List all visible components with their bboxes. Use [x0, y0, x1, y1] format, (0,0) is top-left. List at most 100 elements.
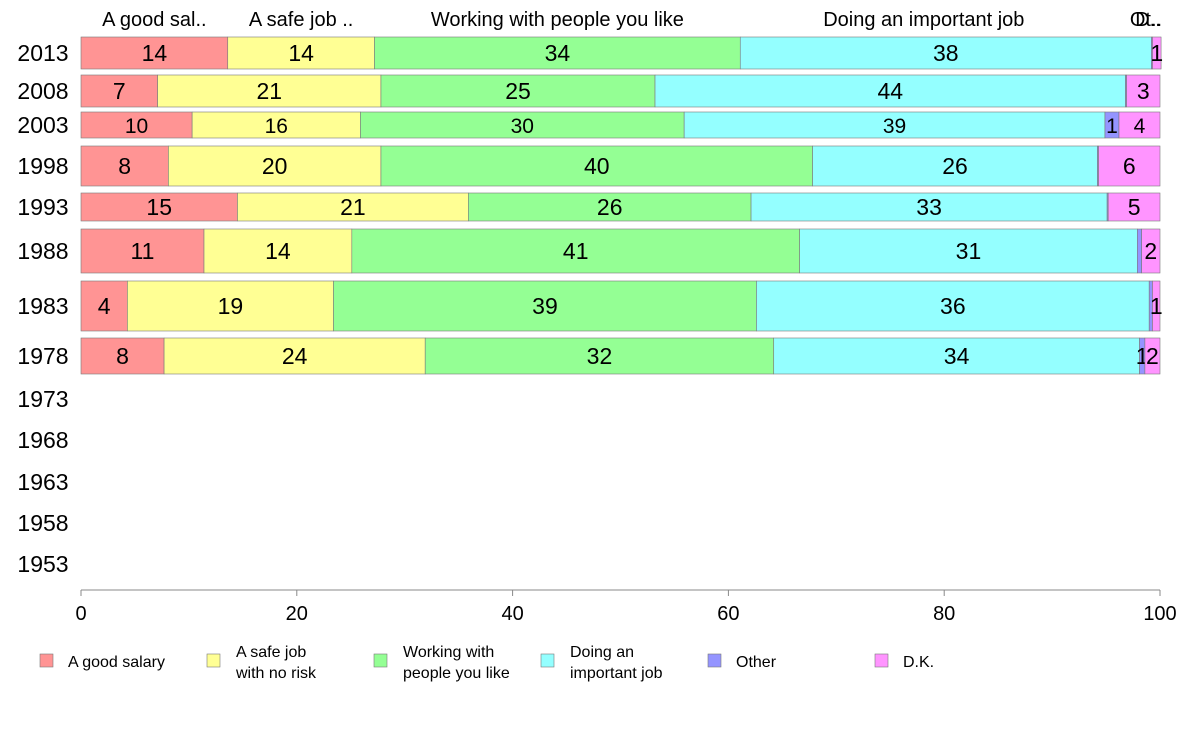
legend-label: Doing an: [570, 644, 634, 661]
bar-value-label: 10: [125, 115, 148, 138]
bar-segment: [380, 74, 656, 108]
bar-segment: [80, 192, 238, 222]
bar-segment: [80, 228, 205, 274]
bar-value-label: 39: [883, 115, 906, 138]
legend-swatch: [540, 653, 555, 668]
bar-segment: [750, 192, 1108, 222]
bar-value-label: 36: [940, 293, 966, 319]
bar-value-label: 1: [1150, 293, 1163, 319]
category-label: 2013: [17, 40, 68, 66]
bar-segment: [80, 36, 229, 70]
bar-value-label: 25: [505, 78, 531, 104]
bar-segment: [799, 228, 1138, 274]
bar-value-label: 1: [1106, 115, 1118, 138]
bar-value-label: 4: [1134, 115, 1146, 138]
bar-segment: [163, 337, 426, 375]
top-segment-label: A safe job ..: [249, 9, 354, 31]
bar-segment: [1107, 192, 1161, 222]
bar-value-label: 39: [532, 293, 558, 319]
bar-segment: [812, 145, 1098, 187]
legend-label: A good salary: [68, 654, 165, 671]
x-tick-label: 20: [286, 603, 308, 625]
bar-value-label: 8: [116, 343, 129, 369]
category-label: 1988: [17, 238, 68, 264]
legend-label: A safe job: [236, 644, 306, 661]
bar-segment: [1144, 337, 1161, 375]
category-label: 2003: [17, 112, 68, 138]
category-label: 1968: [17, 427, 68, 453]
category-label: 2008: [17, 78, 68, 104]
bar-segment: [654, 74, 1126, 108]
bar-segment: [756, 280, 1150, 332]
category-label: 1958: [17, 510, 68, 536]
bar-segment: [1141, 228, 1161, 274]
bar-segment: [1152, 280, 1161, 332]
legend-swatch: [206, 653, 221, 668]
bar-value-label: 26: [942, 153, 968, 179]
bar-segment: [227, 36, 375, 70]
bar-value-label: 2: [1146, 343, 1159, 369]
category-label: 1973: [17, 386, 68, 412]
legend-swatch: [707, 653, 722, 668]
bar-value-label: 16: [265, 115, 288, 138]
bar-value-label: 6: [1123, 153, 1136, 179]
category-label: 1993: [17, 194, 68, 220]
bar-value-label: 33: [916, 194, 942, 220]
bar-value-label: 20: [262, 153, 288, 179]
bar-value-label: 3: [1137, 78, 1150, 104]
bar-value-label: 24: [282, 343, 308, 369]
category-label: 1978: [17, 343, 68, 369]
bar-value-label: 2: [1144, 238, 1157, 264]
bar-value-label: 4: [98, 293, 111, 319]
bar-segment: [157, 74, 382, 108]
bar-value-label: 21: [256, 78, 282, 104]
legend-label: with no risk: [235, 665, 317, 682]
legend-swatch: [373, 653, 388, 668]
x-tick-label: 0: [75, 603, 86, 625]
top-segment-label: A good sal..: [102, 9, 207, 31]
x-tick-label: 100: [1143, 603, 1176, 625]
bar-value-label: 5: [1128, 194, 1141, 220]
bar-segment: [1098, 145, 1161, 187]
x-tick-label: 60: [717, 603, 739, 625]
bar-segment: [351, 228, 800, 274]
legend-swatch: [874, 653, 889, 668]
bar-segment: [380, 145, 813, 187]
bar-value-label: 44: [877, 78, 903, 104]
bar-value-label: 40: [584, 153, 610, 179]
x-tick-label: 80: [933, 603, 955, 625]
bar-value-label: 26: [597, 194, 623, 220]
category-label: 1998: [17, 153, 68, 179]
bar-value-label: 8: [118, 153, 131, 179]
bar-segment: [468, 192, 752, 222]
top-segment-label: Ot..: [1130, 9, 1162, 31]
category-label: 1983: [17, 293, 68, 319]
bar-segment: [80, 74, 158, 108]
top-segment-label: D..: [1135, 9, 1161, 31]
bar-value-label: 32: [587, 343, 613, 369]
bar-segment: [683, 111, 1106, 139]
category-label: 1963: [17, 469, 68, 495]
bar-segment: [374, 36, 741, 70]
bar-segment: [739, 36, 1152, 70]
bar-value-label: 38: [933, 40, 959, 66]
bar-segment: [191, 111, 361, 139]
bar-segment: [237, 192, 469, 222]
bar-value-label: 41: [563, 238, 589, 264]
bar-value-label: 30: [511, 115, 534, 138]
bar-segment: [80, 337, 165, 375]
legend-label: Working with: [403, 644, 494, 661]
bar-segment: [333, 280, 757, 332]
bar-value-label: 1: [1150, 40, 1163, 66]
bar-value-label: 7: [113, 78, 126, 104]
bar-segment: [80, 111, 193, 139]
x-tick-label: 40: [501, 603, 523, 625]
legend-label: Other: [736, 654, 777, 671]
bar-value-label: 11: [131, 238, 155, 264]
legend-label: important job: [570, 665, 663, 682]
bar-value-label: 34: [545, 40, 571, 66]
bar-value-label: 34: [944, 343, 970, 369]
bar-segment: [127, 280, 334, 332]
bar-segment: [1126, 74, 1161, 108]
